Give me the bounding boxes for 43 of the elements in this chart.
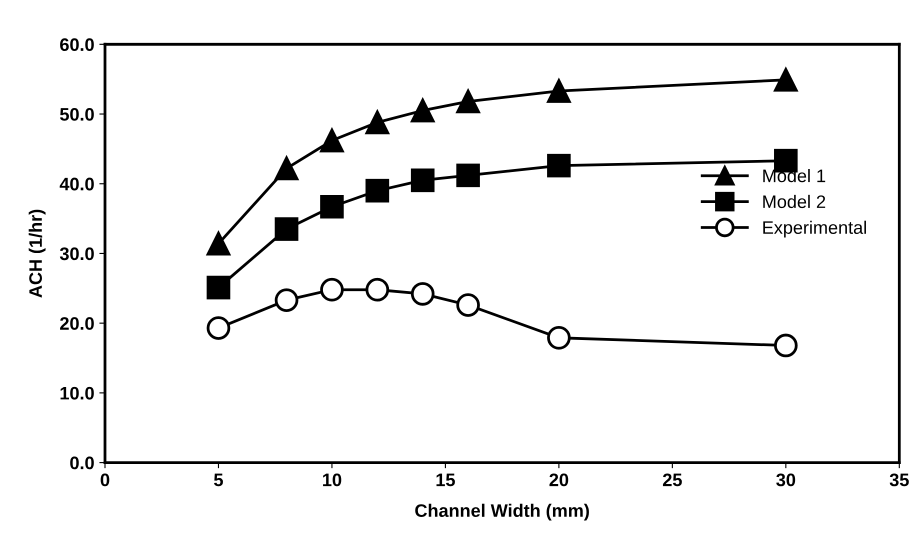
x-tick-label: 0: [100, 473, 110, 486]
point: [410, 98, 435, 122]
x-tick-label: 25: [662, 473, 682, 486]
point: [456, 90, 480, 114]
x-tick-label: 30: [776, 473, 796, 486]
point: [206, 232, 230, 256]
x-tick-label: 35: [890, 473, 909, 486]
point: [320, 128, 344, 152]
point: [774, 334, 798, 358]
point: [547, 326, 571, 350]
y-tick-label: 10.0: [60, 386, 94, 400]
point: [274, 156, 298, 180]
point: [547, 79, 571, 103]
point: [410, 282, 435, 306]
y-tick-label: 60.0: [60, 38, 94, 52]
point: [320, 278, 344, 302]
x-axis-title: Channel Width (mm): [415, 504, 589, 521]
point: [274, 217, 298, 241]
point: [320, 194, 344, 219]
legend-label: Model 2: [763, 194, 826, 208]
legend-label: Model 1: [763, 168, 826, 182]
point: [456, 293, 480, 317]
point: [366, 178, 390, 203]
point: [274, 288, 298, 312]
point: [366, 278, 390, 302]
x-tick-label: 15: [436, 474, 455, 486]
y-axis-title: ACH (1/hr): [28, 210, 46, 298]
y-tick-label: 20.0: [60, 317, 94, 330]
point: [366, 110, 390, 134]
point: [206, 276, 230, 300]
x-tick-label: 5: [214, 474, 223, 486]
point: [456, 164, 480, 188]
point: [547, 154, 571, 178]
point: [410, 168, 435, 192]
point: [206, 316, 230, 340]
legend-label: Experimental: [763, 220, 866, 238]
x-tick-label: 20: [549, 473, 568, 486]
y-tick-label: 0.0: [70, 456, 94, 470]
y-tick-label: 50.0: [60, 108, 94, 121]
x-tick-label: 10: [323, 473, 342, 486]
point: [774, 68, 798, 92]
y-tick-label: 40.0: [60, 178, 94, 190]
y-tick-label: 30.0: [60, 247, 94, 260]
